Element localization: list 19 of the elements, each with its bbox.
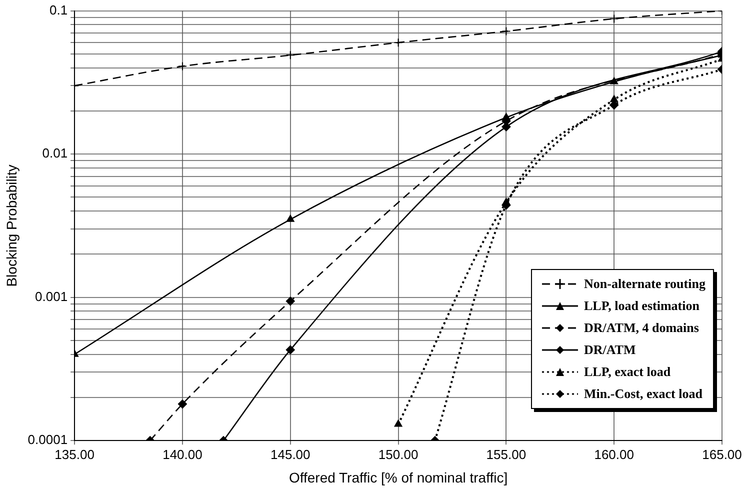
y-tick-label: 0.001 bbox=[35, 288, 68, 304]
legend-label: Non-alternate routing bbox=[584, 276, 706, 292]
legend-label: DR/ATM bbox=[584, 342, 636, 358]
x-tick-label: 135.00 bbox=[54, 446, 94, 462]
y-tick-label: 0.0001 bbox=[28, 432, 68, 448]
y-tick-label: 0.1 bbox=[49, 2, 68, 18]
x-axis-title: Offered Traffic [% of nominal traffic] bbox=[288, 469, 508, 486]
x-tick-label: 155.00 bbox=[486, 446, 526, 462]
legend-label: DR/ATM, 4 domains bbox=[584, 320, 699, 336]
y-axis-title: Blocking Probability bbox=[3, 164, 20, 287]
y-tick-label: 0.01 bbox=[42, 146, 68, 161]
legend-label: LLP, load estimation bbox=[584, 298, 700, 314]
legend-label: Min.-Cost, exact load bbox=[584, 386, 702, 402]
x-tick-label: 145.00 bbox=[270, 446, 310, 462]
x-tick-label: 160.00 bbox=[594, 446, 634, 462]
legend-label: LLP, exact load bbox=[584, 364, 671, 380]
x-tick-label: 140.00 bbox=[162, 446, 202, 462]
x-tick-label: 165.00 bbox=[702, 446, 742, 462]
x-tick-label: 150.00 bbox=[378, 446, 418, 462]
